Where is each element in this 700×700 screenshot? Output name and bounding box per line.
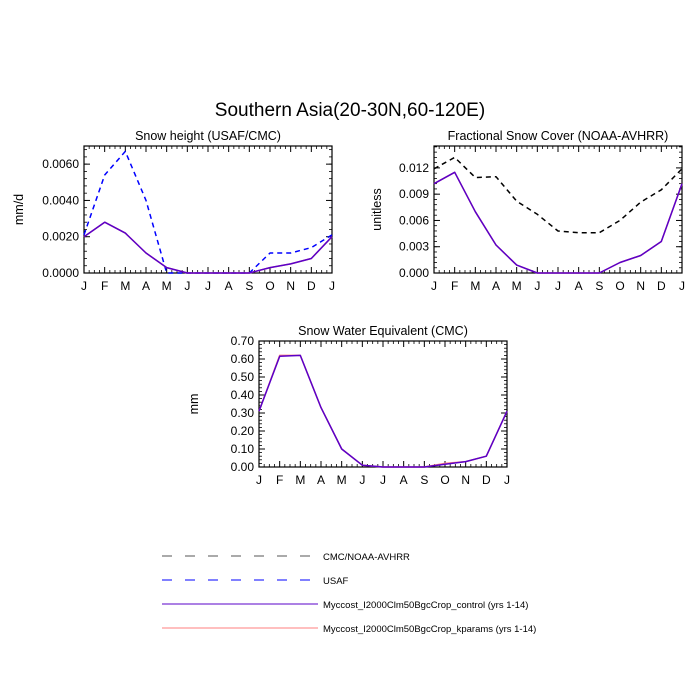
series-line-2: [258, 354, 508, 468]
y-axis-label: mm/d: [12, 194, 26, 225]
series-line-2: [433, 171, 683, 274]
legend-label-4: Myccost_I2000Clm50BgcCrop_kparams (yrs 1…: [323, 624, 536, 635]
x-tick-label: A: [142, 279, 150, 293]
y-tick-label: 0.006: [399, 213, 429, 227]
y-tick-label: 0.10: [231, 442, 255, 456]
x-tick-label: A: [225, 279, 233, 293]
x-tick-label: J: [679, 279, 685, 293]
x-tick-label: J: [504, 473, 510, 487]
y-tick-label: 0.012: [399, 161, 429, 175]
series-line-1: [83, 150, 333, 274]
x-tick-label: J: [329, 279, 335, 293]
chart-panel-3: Snow Water Equivalent (CMC)J F M A M J J A S O N D J…: [187, 324, 510, 487]
x-tick-label: M: [295, 473, 305, 487]
x-tick-label: F: [276, 473, 283, 487]
x-tick-label: M: [337, 473, 347, 487]
plot-frame: [83, 145, 333, 274]
chart-panel-1: Snow height (USAF/CMC)J F M A M J J A S O N D J0.000…: [12, 129, 335, 293]
legend-label-3: Myccost_I2000Clm50BgcCrop_control (yrs 1…: [323, 600, 528, 611]
x-tick-label: A: [400, 473, 408, 487]
y-tick-label: 0.50: [231, 370, 255, 384]
x-tick-label: J: [431, 279, 437, 293]
x-tick-label: F: [101, 279, 108, 293]
legend: CMC/NOAA-AVHRR USAF Myccost_I2000Clm50BgcC…: [162, 552, 536, 635]
panel-title: Snow height (USAF/CMC): [135, 129, 281, 143]
chart-panel-2: Fractional Snow Cover (NOAA-AVHRR)J F M A M J…: [370, 129, 685, 293]
x-tick-label: M: [470, 279, 480, 293]
x-tick-label: M: [512, 279, 522, 293]
panels-group: Snow height (USAF/CMC)J F M A M J J A S O N D J0.000…: [12, 129, 685, 487]
y-tick-label: 0.00: [231, 460, 255, 474]
legend-label-1: CMC/NOAA-AVHRR: [323, 552, 410, 563]
x-tick-label: D: [307, 279, 316, 293]
x-tick-label: S: [595, 279, 603, 293]
x-tick-label: A: [492, 279, 500, 293]
series-line-1: [258, 354, 508, 468]
panel-title: Fractional Snow Cover (NOAA-AVHRR): [448, 129, 669, 143]
y-axis-label: mm: [187, 394, 201, 415]
x-tick-label: O: [265, 279, 274, 293]
x-tick-label: D: [482, 473, 491, 487]
x-tick-label: M: [162, 279, 172, 293]
x-tick-label: A: [317, 473, 325, 487]
x-tick-label: S: [245, 279, 253, 293]
x-tick-label: J: [555, 279, 561, 293]
y-tick-label: 0.009: [399, 187, 429, 201]
x-tick-label: S: [420, 473, 428, 487]
legend-label-2: USAF: [323, 576, 349, 587]
figure-title: Southern Asia(20-30N,60-120E): [215, 100, 485, 121]
y-tick-label: 0.003: [399, 240, 429, 254]
x-tick-label: J: [184, 279, 190, 293]
y-axis-label: unitless: [370, 188, 384, 230]
y-tick-label: 0.0000: [42, 266, 79, 280]
x-tick-label: J: [534, 279, 540, 293]
y-tick-label: 0.000: [399, 266, 429, 280]
series-line-1: [433, 156, 683, 234]
y-tick-label: 0.20: [231, 424, 255, 438]
y-tick-label: 0.30: [231, 406, 255, 420]
y-tick-label: 0.0040: [42, 193, 79, 207]
x-tick-label: J: [359, 473, 365, 487]
plot-frame: [258, 340, 508, 468]
x-tick-label: O: [615, 279, 624, 293]
panel-title: Snow Water Equivalent (CMC): [298, 324, 468, 338]
x-tick-label: J: [380, 473, 386, 487]
series-line-3: [433, 171, 683, 274]
y-tick-label: 0.0060: [42, 157, 79, 171]
series-line-2: [83, 221, 333, 274]
x-tick-label: M: [120, 279, 130, 293]
y-tick-label: 0.60: [231, 352, 255, 366]
series-line-3: [83, 221, 333, 274]
x-tick-label: N: [636, 279, 645, 293]
x-tick-label: J: [256, 473, 262, 487]
plot-frame: [433, 145, 683, 274]
x-tick-label: D: [657, 279, 666, 293]
x-tick-label: J: [81, 279, 87, 293]
y-tick-label: 0.0020: [42, 230, 79, 244]
x-tick-label: N: [286, 279, 295, 293]
x-tick-label: F: [451, 279, 458, 293]
x-tick-label: N: [461, 473, 470, 487]
x-tick-label: A: [575, 279, 583, 293]
x-tick-label: O: [440, 473, 449, 487]
x-tick-label: J: [205, 279, 211, 293]
y-tick-label: 0.70: [231, 334, 255, 348]
y-tick-label: 0.40: [231, 388, 255, 402]
